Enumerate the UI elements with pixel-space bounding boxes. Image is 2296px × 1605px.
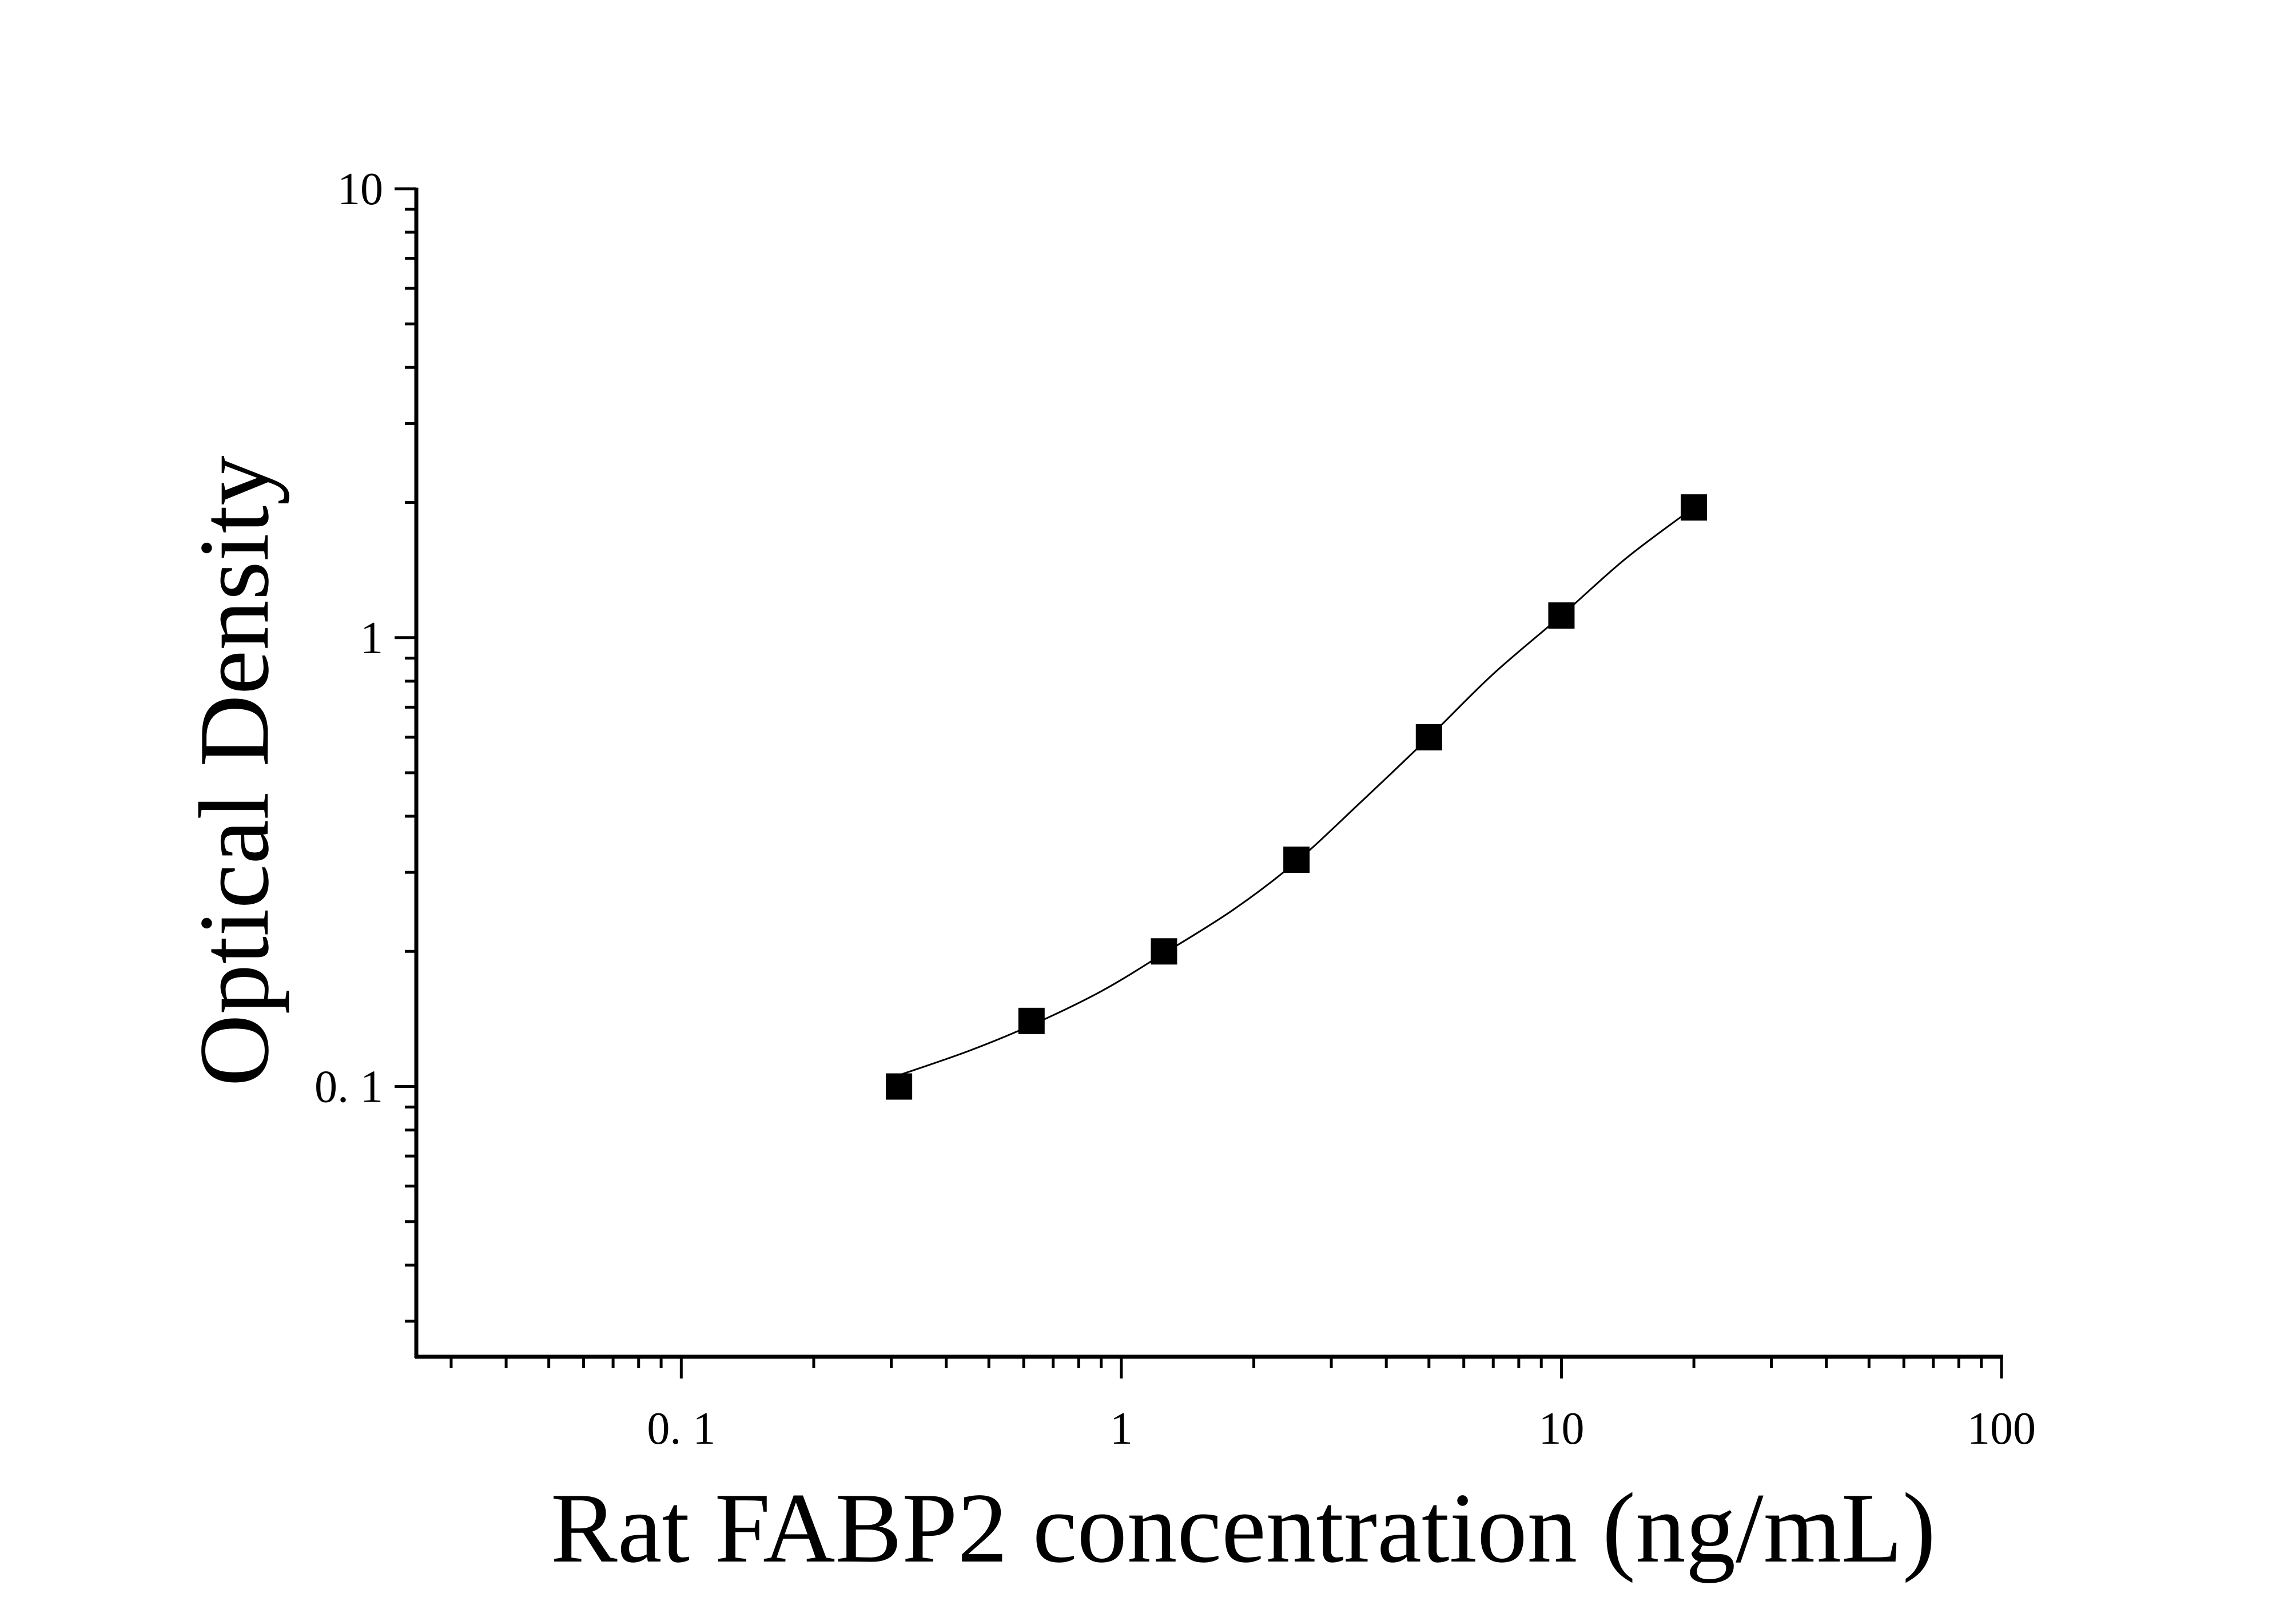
data-point: [1018, 1007, 1045, 1034]
x-axis-title: Rat FABP2 concentration (ng/mL): [551, 1472, 1936, 1583]
chart-tick-labels: 0. 1 1 10 100 0. 1 1 10: [315, 164, 2036, 1454]
x-tick-label: 100: [1967, 1404, 2036, 1454]
x-tick-label: 0. 1: [647, 1404, 715, 1454]
chart-ticks: [395, 187, 2003, 1378]
data-point: [1415, 724, 1442, 750]
y-tick-label: 0. 1: [315, 1062, 383, 1113]
data-point: [1681, 494, 1708, 521]
data-point: [886, 1073, 913, 1100]
data-point: [1151, 938, 1177, 965]
chart-axes: [414, 188, 2003, 1359]
data-points: [886, 494, 1708, 1100]
data-point: [1548, 602, 1575, 629]
y-axis-title: Optical Density: [178, 455, 289, 1086]
x-tick-label: 1: [1110, 1404, 1133, 1454]
x-tick-label: 10: [1538, 1404, 1584, 1454]
y-tick-label: 1: [360, 613, 383, 664]
fit-curve: [898, 506, 1695, 1076]
data-point: [1283, 847, 1310, 873]
y-tick-label: 10: [337, 164, 383, 214]
